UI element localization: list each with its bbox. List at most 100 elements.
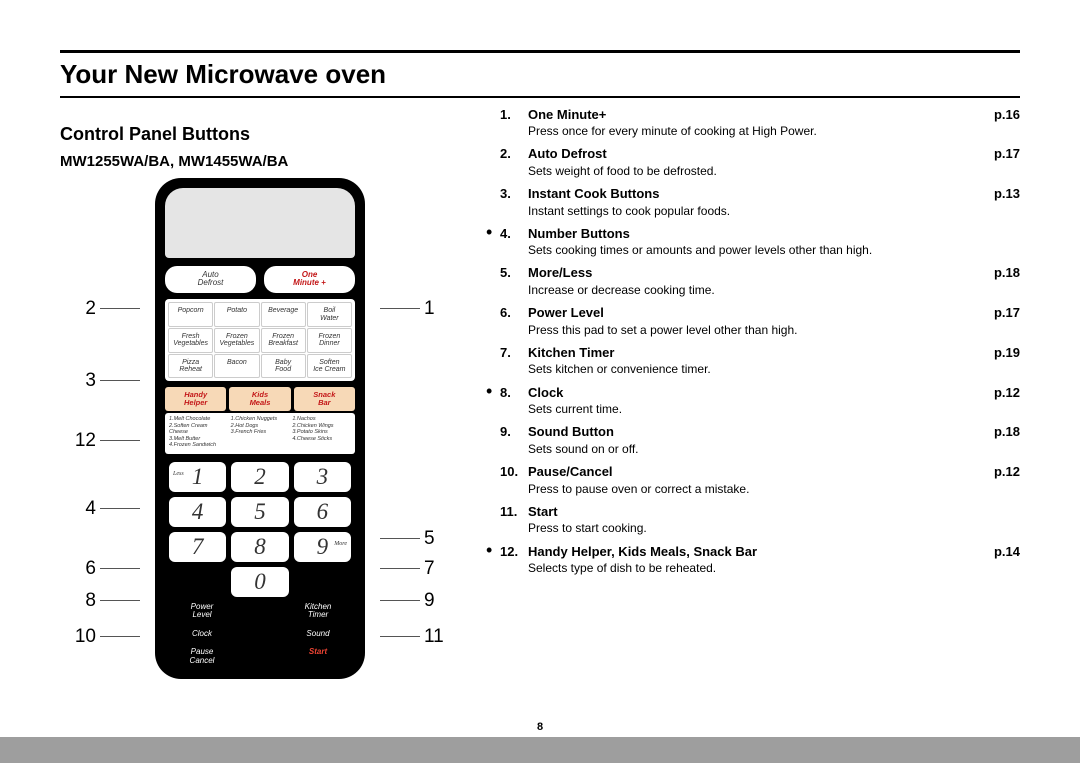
function-number: 5. (500, 264, 528, 282)
instant-cook-button[interactable]: FrozenVegetables (214, 328, 259, 353)
number-button-5[interactable]: 5 (231, 497, 288, 527)
page-number: 8 (0, 721, 1080, 733)
right-column: 1.One Minute+p.16Press once for every mi… (500, 106, 1020, 668)
panel-label[interactable]: KitchenTimer (293, 603, 343, 620)
number-button-1[interactable]: 1Less (169, 462, 226, 492)
function-item: 5.More/Lessp.18Increase or decrease cook… (500, 264, 1020, 298)
function-item: 9.Sound Buttonp.18Sets sound on or off. (500, 423, 1020, 457)
callout: 12 (75, 430, 140, 452)
function-page: p.17 (970, 304, 1020, 322)
helper-list: 1.Nachos2.Chicken Wings3.Potato Skins4.C… (292, 416, 351, 449)
instant-cook-button[interactable]: Bacon (214, 354, 259, 379)
callout-number: 3 (85, 370, 96, 392)
callout: 9 (380, 590, 435, 612)
callout-leader (380, 308, 420, 309)
function-desc: Sets weight of food to be defrosted. (528, 163, 1020, 179)
number-button-2[interactable]: 2 (231, 462, 288, 492)
function-page: p.16 (970, 106, 1020, 124)
helper-button[interactable]: SnackBar (294, 387, 355, 411)
instant-cook-button[interactable]: Popcorn (168, 302, 213, 327)
function-name: Clock (528, 384, 970, 402)
callout-number: 6 (85, 558, 96, 580)
function-page: p.18 (970, 423, 1020, 441)
number-button-3[interactable]: 3 (294, 462, 351, 492)
function-page (970, 503, 1020, 521)
helper-row: HandyHelperKidsMealsSnackBar (165, 387, 355, 411)
panel-label-row: PowerLevel KitchenTimer (165, 603, 355, 620)
instant-cook-button[interactable]: FrozenBreakfast (261, 328, 306, 353)
callout-leader (100, 308, 140, 309)
function-name: More/Less (528, 264, 970, 282)
callout: 10 (75, 626, 140, 648)
helper-button[interactable]: HandyHelper (165, 387, 226, 411)
number-button-6[interactable]: 6 (294, 497, 351, 527)
auto-defrost-button[interactable]: AutoDefrost (165, 266, 256, 294)
callout-leader (380, 636, 420, 637)
function-page: p.17 (970, 145, 1020, 163)
panel-label[interactable]: PauseCancel (177, 648, 227, 665)
function-number: 7. (500, 344, 528, 362)
control-panel: AutoDefrost OneMinute + PopcornPotatoBev… (155, 178, 365, 680)
number-button-7[interactable]: 7 (169, 532, 226, 562)
helper-list: 1.Chicken Nuggets2.Hot Dogs3.French Frie… (231, 416, 290, 449)
function-item: •4.Number ButtonsSets cooking times or a… (500, 225, 1020, 259)
left-column: Control Panel Buttons MW1255WA/BA, MW145… (60, 106, 460, 668)
function-name: Number Buttons (528, 225, 970, 243)
function-number: 10. (500, 463, 528, 481)
callout-number: 10 (75, 626, 96, 648)
function-name: Auto Defrost (528, 145, 970, 163)
callout: 5 (380, 528, 435, 550)
function-item: 3.Instant Cook Buttonsp.13Instant settin… (500, 185, 1020, 219)
helper-list: 1.Melt Chocolate2.Soften Cream Cheese3.M… (169, 416, 228, 449)
function-desc: Press to start cooking. (528, 520, 1020, 536)
callout-number: 8 (85, 590, 96, 612)
instant-cook-button[interactable]: BabyFood (261, 354, 306, 379)
function-name: Sound Button (528, 423, 970, 441)
callout: 1 (380, 298, 435, 320)
function-page: p.12 (970, 463, 1020, 481)
callout-number: 9 (424, 590, 435, 612)
instant-cook-button[interactable]: PizzaReheat (168, 354, 213, 379)
manual-page: Your New Microwave oven Control Panel Bu… (0, 0, 1080, 763)
function-name: Start (528, 503, 970, 521)
instant-cook-button[interactable]: FrozenDinner (307, 328, 352, 353)
footer-bar (0, 737, 1080, 763)
instant-cook-button[interactable]: BoilWater (307, 302, 352, 327)
function-item: 11.StartPress to start cooking. (500, 503, 1020, 537)
one-minute-button[interactable]: OneMinute + (264, 266, 355, 294)
helper-button[interactable]: KidsMeals (229, 387, 290, 411)
function-desc: Sets kitchen or convenience timer. (528, 361, 1020, 377)
function-number: 2. (500, 145, 528, 163)
callout-number: 4 (85, 498, 96, 520)
instant-cook-button[interactable]: FreshVegetables (168, 328, 213, 353)
panel-label[interactable]: Start (293, 648, 343, 665)
instant-cook-button[interactable]: Beverage (261, 302, 306, 327)
function-item: •8.Clockp.12Sets current time. (500, 384, 1020, 418)
function-number: 6. (500, 304, 528, 322)
panel-label[interactable]: PowerLevel (177, 603, 227, 620)
panel-label[interactable]: Sound (293, 630, 343, 638)
function-number: 8. (500, 384, 528, 402)
instant-cook-grid: PopcornPotatoBeverageBoilWater FreshVeget… (165, 299, 355, 381)
helper-lists: 1.Melt Chocolate2.Soften Cream Cheese3.M… (165, 413, 355, 454)
panel-label[interactable]: Clock (177, 630, 227, 638)
function-page: p.13 (970, 185, 1020, 203)
callout-leader (100, 600, 140, 601)
instant-cook-button[interactable]: Potato (214, 302, 259, 327)
instant-cook-button[interactable]: SoftenIce Cream (307, 354, 352, 379)
function-list: 1.One Minute+p.16Press once for every mi… (500, 106, 1020, 577)
function-number: 9. (500, 423, 528, 441)
number-button-8[interactable]: 8 (231, 532, 288, 562)
callout-number: 12 (75, 430, 96, 452)
number-button-4[interactable]: 4 (169, 497, 226, 527)
number-button-0[interactable]: 0 (231, 567, 288, 597)
model-numbers: MW1255WA/BA, MW1455WA/BA (60, 153, 460, 170)
function-item: 6.Power Levelp.17Press this pad to set a… (500, 304, 1020, 338)
number-pad: 1Less23 456 789More0 (165, 462, 355, 597)
title-underline (60, 96, 1020, 98)
function-number: 1. (500, 106, 528, 124)
number-button-9[interactable]: 9More (294, 532, 351, 562)
function-page (970, 225, 1020, 243)
bullet-dot: • (486, 543, 492, 557)
function-desc: Sets current time. (528, 401, 1020, 417)
